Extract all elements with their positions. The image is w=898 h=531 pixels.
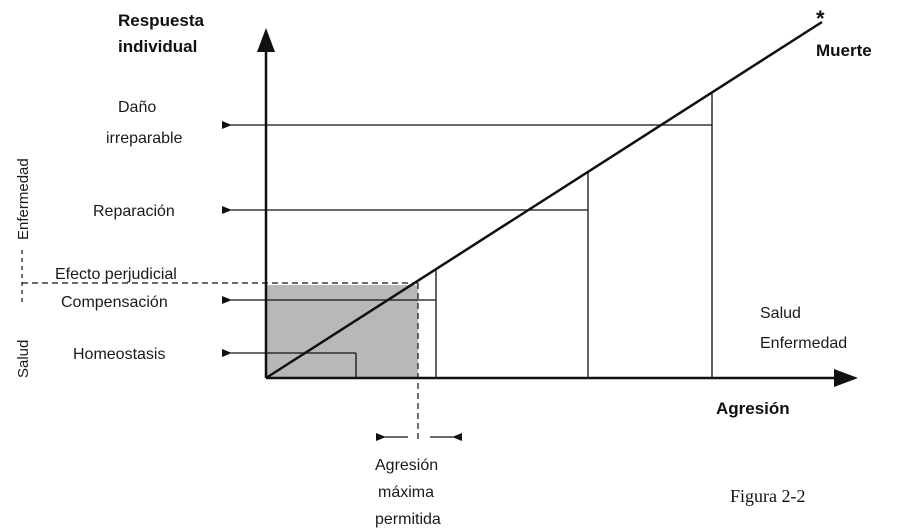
max-aggression-line1: Agresión bbox=[375, 457, 438, 474]
x-axis-title: Agresión bbox=[716, 399, 790, 418]
side-label-enfermedad: Enfermedad bbox=[15, 158, 32, 240]
death-marker: * bbox=[816, 6, 825, 31]
label-dano-line1: Daño bbox=[118, 99, 156, 116]
label-dano-line2: irreparable bbox=[106, 130, 183, 147]
legend-salud: Salud bbox=[760, 305, 801, 322]
legend-enfermedad: Enfermedad bbox=[760, 335, 847, 352]
side-label-salud: Salud bbox=[15, 340, 32, 378]
label-homeostasis: Homeostasis bbox=[73, 346, 165, 363]
label-reparacion: Reparación bbox=[93, 203, 175, 220]
response-line bbox=[265, 20, 823, 380]
y-axis-title-line2: individual bbox=[118, 37, 197, 56]
figure-caption: Figura 2-2 bbox=[730, 486, 806, 506]
y-axis-title-line1: Respuesta bbox=[118, 11, 205, 30]
x-axis-arrowhead bbox=[834, 369, 858, 387]
label-efecto-perjudicial: Efecto perjudicial bbox=[55, 266, 177, 283]
max-aggression-line3: permitida bbox=[375, 511, 441, 528]
y-axis-arrowhead bbox=[257, 28, 275, 52]
max-aggression-line2: máxima bbox=[378, 484, 434, 501]
label-compensacion: Compensación bbox=[61, 294, 168, 311]
death-label: Muerte bbox=[816, 41, 872, 60]
